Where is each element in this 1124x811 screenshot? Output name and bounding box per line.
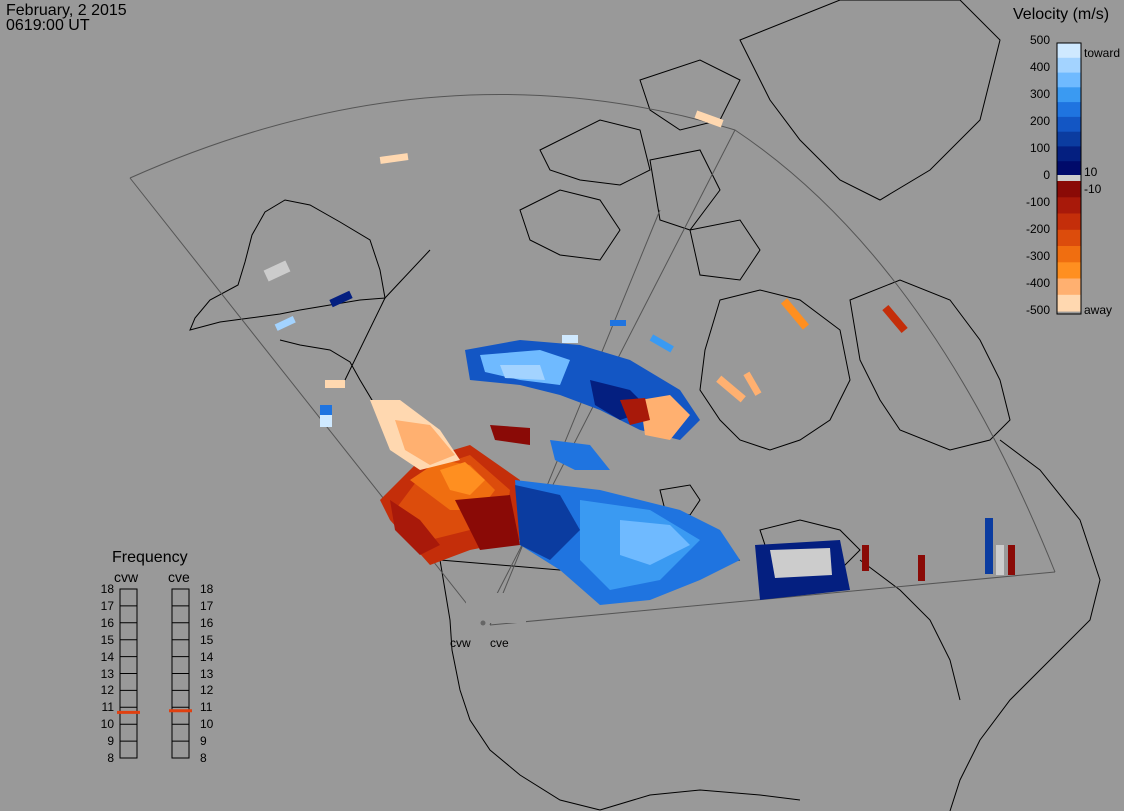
frequency-scales — [117, 588, 192, 759]
colorbar-tick-label: 0 — [1043, 168, 1050, 182]
radar-site-marker — [480, 620, 486, 626]
frequency-scale-label: 9 — [107, 734, 114, 749]
frequency-scale-label: 10 — [200, 717, 214, 732]
colorbar-tick-label: -100 — [1025, 195, 1050, 209]
frequency-radar-cve: cve — [168, 569, 190, 585]
frequency-scale-label: 11 — [200, 700, 213, 715]
colorbar-swatch — [1057, 246, 1081, 263]
frequency-scale-label: 9 — [200, 734, 207, 749]
frequency-scale-label: 14 — [100, 649, 114, 664]
colorbar-swatch — [1057, 131, 1081, 147]
colorbar-swatch — [1057, 43, 1081, 59]
colorbar-tick-label: 300 — [1029, 87, 1050, 101]
site-label-cvw: cvw — [450, 636, 471, 650]
time-label: 0619:00 UT — [6, 17, 90, 34]
colorbar-swatch — [1057, 229, 1081, 247]
colorbar-tick-pos10: 10 — [1084, 165, 1098, 179]
colorbar-tick-label: -500 — [1025, 303, 1050, 317]
colorbar-swatch — [1057, 197, 1081, 215]
frequency-title: Frequency — [112, 549, 188, 566]
colorbar-swatch — [1057, 262, 1081, 280]
colorbar-swatch — [1057, 57, 1081, 74]
colorbar-swatch — [1057, 146, 1081, 162]
colorbar-title: Velocity (m/s) — [1013, 6, 1110, 23]
colorbar-tick-label: -200 — [1025, 222, 1050, 236]
frequency-scale-label: 12 — [200, 683, 214, 698]
frequency-scale-label: 13 — [200, 666, 214, 681]
frequency-scale-label: 8 — [107, 751, 114, 765]
frequency-scale-label: 16 — [100, 615, 114, 630]
colorbar-swatch — [1057, 213, 1081, 231]
frequency-scale-label: 15 — [200, 632, 214, 647]
colorbar-swatch — [1057, 87, 1081, 103]
colorbar-swatch — [1057, 161, 1081, 177]
colorbar-swatch — [1057, 181, 1081, 198]
frequency-scale-label: 13 — [100, 666, 114, 681]
colorbar-tick-label: 400 — [1029, 60, 1050, 74]
colorbar-swatch — [1057, 294, 1081, 312]
colorbar-tick-neg10: -10 — [1084, 182, 1102, 196]
colorbar-toward-label: toward — [1084, 46, 1121, 60]
frequency-scale-label: 12 — [100, 683, 114, 698]
colorbar-tick-label: -400 — [1025, 276, 1050, 290]
frequency-radar-cvw: cvw — [114, 569, 139, 585]
colorbar-swatch — [1057, 175, 1081, 182]
colorbar-tick-label: 500 — [1029, 33, 1050, 47]
colorbar-swatch — [1057, 116, 1081, 133]
site-label-cve: cve — [490, 636, 509, 650]
frequency-scale-label: 17 — [200, 598, 214, 613]
coastline-outlines — [189, 0, 1101, 811]
colorbar-tick-label: 100 — [1029, 141, 1050, 155]
frequency-scale-label: 11 — [101, 700, 114, 715]
colorbar-away-label: away — [1084, 303, 1113, 317]
colorbar-swatch — [1057, 102, 1081, 118]
velocity-colorbar — [1057, 43, 1081, 312]
colorbar-swatch — [1057, 278, 1081, 296]
date-label: February, 2 2015 — [6, 2, 127, 19]
colorbar-swatch — [1057, 72, 1081, 88]
frequency-scale-label: 18 — [200, 582, 214, 596]
colorbar-tick-label: -300 — [1025, 249, 1050, 263]
frequency-scale-label: 14 — [200, 649, 214, 664]
colorbar-tick-label: 200 — [1029, 114, 1050, 128]
frequency-scale-label: 18 — [100, 582, 114, 596]
frequency-scale-label: 10 — [100, 717, 114, 732]
frequency-scale-label: 16 — [200, 615, 214, 630]
colorbar-frame — [1056, 42, 1082, 315]
frequency-scale-label: 8 — [200, 751, 207, 765]
frequency-scale-label: 17 — [100, 598, 114, 613]
velocity-echoes — [263, 110, 1015, 623]
frequency-scale-label: 15 — [100, 632, 114, 647]
